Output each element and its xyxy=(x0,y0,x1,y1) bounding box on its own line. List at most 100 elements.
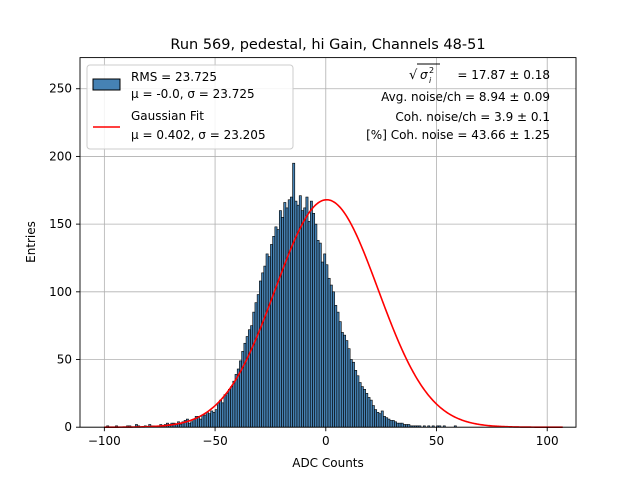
histogram-bar xyxy=(265,253,269,428)
histogram-bar xyxy=(230,386,234,428)
histogram-bar xyxy=(212,412,216,428)
histogram-bar xyxy=(192,418,196,428)
histogram-bar xyxy=(290,196,293,428)
histogram-bar xyxy=(369,399,373,428)
histogram-bar xyxy=(354,370,358,428)
histogram-bar xyxy=(261,272,265,428)
histogram-bar xyxy=(338,321,342,428)
histogram-bar xyxy=(205,412,209,428)
histogram-bar xyxy=(314,223,318,428)
histogram-bar xyxy=(356,375,360,428)
histogram-bar xyxy=(396,422,400,428)
svg-text:i: i xyxy=(429,76,432,85)
histogram-bar xyxy=(241,351,245,428)
histogram-bar xyxy=(256,294,260,428)
histogram-bar xyxy=(398,422,402,428)
grid xyxy=(80,57,576,428)
histogram-bar xyxy=(316,240,320,428)
histogram-bar xyxy=(371,405,375,428)
y-tick-label: 150 xyxy=(49,217,72,231)
y-tick-label: 100 xyxy=(49,285,72,299)
histogram-bar xyxy=(343,334,347,428)
histogram-bar xyxy=(394,421,397,428)
legend-histogram-swatch xyxy=(92,78,121,91)
histogram-bar xyxy=(221,402,225,428)
histogram-bar xyxy=(278,210,282,428)
histogram-bar xyxy=(234,374,238,428)
y-tick-label: 200 xyxy=(49,149,72,163)
legend-box xyxy=(86,64,294,150)
histogram-bar xyxy=(274,226,278,428)
histogram-bar xyxy=(267,256,271,428)
histogram-bar xyxy=(287,199,291,428)
histogram-bar xyxy=(214,409,218,428)
x-tick-label: 100 xyxy=(536,434,559,448)
chart-title: Run 569, pedestal, hi Gain, Channels 48-… xyxy=(170,37,485,53)
histogram-bar xyxy=(340,332,344,428)
histogram-bar xyxy=(276,229,280,428)
annotation-avg-noise: Avg. noise/ch = 8.94 ± 0.09 xyxy=(381,90,550,104)
svg-text:√: √ xyxy=(409,68,418,83)
legend-histogram-label: RMS = 23.725 xyxy=(131,70,217,84)
histogram-bar xyxy=(292,162,296,428)
histogram-bar xyxy=(365,393,369,428)
histogram-bar xyxy=(185,418,189,428)
histogram-bar xyxy=(219,399,223,428)
histogram-bar xyxy=(307,221,311,428)
histogram-bar xyxy=(252,311,256,428)
histogram-bar xyxy=(378,413,382,428)
histogram-bar xyxy=(318,242,322,428)
y-axis-label: Entries xyxy=(24,221,38,263)
y-tick-label: 250 xyxy=(49,82,72,96)
gaussian-fit-line xyxy=(104,198,563,428)
histogram-bar xyxy=(358,382,362,428)
histogram-bar xyxy=(323,253,327,428)
noise-annotations: √ σ 2 i = 17.87 ± 0.18 Avg. noise/ch = 8… xyxy=(366,63,550,142)
legend-histogram-stats: μ = -0.0, σ = 23.725 xyxy=(131,87,255,101)
histogram-bar xyxy=(367,397,371,428)
x-tick-label: 50 xyxy=(429,434,444,448)
histogram-bar xyxy=(201,414,205,428)
legend-fit-stats: μ = 0.402, σ = 23.205 xyxy=(131,128,266,142)
y-tick-label: 0 xyxy=(64,420,72,434)
histogram-bar xyxy=(380,410,384,428)
histogram-bar xyxy=(259,280,262,428)
histogram-bar xyxy=(225,393,229,428)
histogram-bar xyxy=(188,422,192,428)
x-tick-label: −50 xyxy=(202,434,227,448)
histogram-bar xyxy=(385,417,389,428)
histogram-bar xyxy=(387,418,391,428)
histogram-bar xyxy=(336,311,340,428)
histogram-bar xyxy=(383,416,386,428)
histogram-bar xyxy=(285,207,289,428)
histogram-bar xyxy=(349,359,353,428)
histogram-bar xyxy=(296,204,300,428)
histogram-bar xyxy=(352,361,355,428)
histogram-bar xyxy=(345,340,349,428)
histogram-bar xyxy=(312,212,316,428)
x-axis-label: ADC Counts xyxy=(292,456,364,470)
histogram-bar xyxy=(263,265,267,428)
histogram-bar xyxy=(272,236,276,428)
histogram-bar xyxy=(283,202,287,428)
histogram-bar xyxy=(223,394,227,428)
histogram-bar xyxy=(203,414,207,428)
histogram-bar xyxy=(250,325,254,428)
histogram-bar xyxy=(321,261,324,428)
histogram-bar xyxy=(199,418,203,428)
histogram-bar xyxy=(305,196,309,428)
histogram-bar xyxy=(329,284,333,428)
y-tick-label: 50 xyxy=(57,353,72,367)
histogram-bar xyxy=(232,380,236,428)
histogram-bar xyxy=(376,412,380,428)
histogram-bar xyxy=(208,413,211,428)
histogram-bar xyxy=(389,420,393,428)
histogram-bar xyxy=(303,207,307,428)
annotation-coh-noise: Coh. noise/ch = 3.9 ± 0.1 xyxy=(395,110,550,124)
histogram-bar xyxy=(363,388,366,428)
histogram-bar xyxy=(254,302,258,428)
histogram-bar xyxy=(281,217,285,428)
histogram-bar xyxy=(301,210,304,428)
histogram-bar xyxy=(325,264,329,428)
